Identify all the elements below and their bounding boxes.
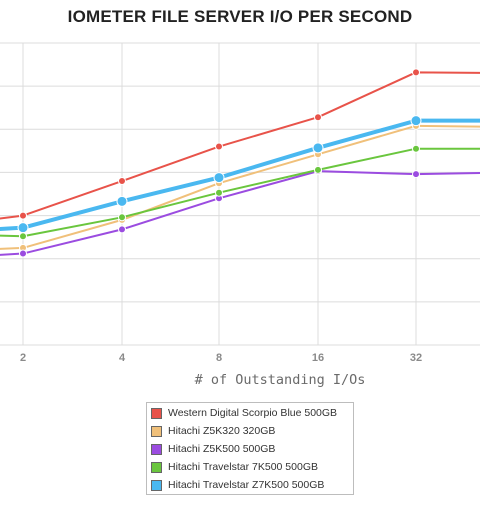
data-point [314, 113, 322, 122]
legend-item: Hitachi Travelstar Z7K500 500GB [151, 476, 353, 494]
data-point [116, 195, 128, 207]
legend-label: Hitachi Travelstar 7K500 500GB [168, 461, 318, 473]
data-point [410, 115, 422, 127]
legend-swatch [151, 425, 162, 437]
series-layer [0, 68, 480, 258]
legend-item: Hitachi Z5K500 500GB [151, 440, 353, 458]
x-tick-label: 8 [216, 352, 222, 364]
chart-title: IOMETER FILE SERVER I/O PER SECOND [67, 7, 413, 26]
legend: Western Digital Scorpio Blue 500GB Hitach… [146, 402, 354, 495]
legend-swatch [151, 461, 162, 473]
series-4 [0, 144, 480, 241]
data-point [19, 211, 27, 220]
data-point [312, 142, 324, 154]
series-1 [0, 68, 480, 220]
legend-swatch [151, 443, 162, 455]
legend-item: Hitachi Travelstar 7K500 500GB [151, 458, 353, 476]
legend-swatch [151, 479, 162, 491]
data-point [19, 249, 27, 258]
data-point [213, 172, 225, 184]
data-point [215, 142, 223, 151]
x-tick-label: 32 [410, 352, 422, 364]
x-tick-label: 16 [312, 352, 324, 364]
x-axis-label: # of Outstanding I/Os [194, 372, 366, 388]
data-point [412, 68, 420, 77]
legend-swatch [151, 407, 162, 419]
series-line [0, 118, 480, 232]
data-point [412, 144, 420, 153]
data-point [118, 177, 126, 186]
data-point [215, 188, 223, 197]
legend-label: Western Digital Scorpio Blue 500GB [168, 407, 338, 419]
legend-label: Hitachi Travelstar Z7K500 500GB [168, 479, 325, 491]
legend-item: Western Digital Scorpio Blue 500GB [151, 404, 353, 422]
legend-label: Hitachi Z5K500 500GB [168, 443, 276, 455]
data-point [314, 165, 322, 174]
data-point [118, 213, 126, 222]
legend-label: Hitachi Z5K320 320GB [168, 425, 276, 437]
x-ticks: 2 4 8 16 32 [20, 352, 422, 364]
x-tick-label: 2 [20, 352, 26, 364]
x-tick-label: 4 [119, 352, 126, 364]
data-point [17, 222, 29, 234]
series-line [0, 71, 480, 220]
data-point [118, 225, 126, 234]
data-point [412, 170, 420, 179]
data-point [19, 232, 27, 241]
series-5 [0, 115, 480, 234]
series-3 [0, 167, 480, 258]
grid [0, 42, 480, 346]
legend-item: Hitachi Z5K320 320GB [151, 422, 353, 440]
